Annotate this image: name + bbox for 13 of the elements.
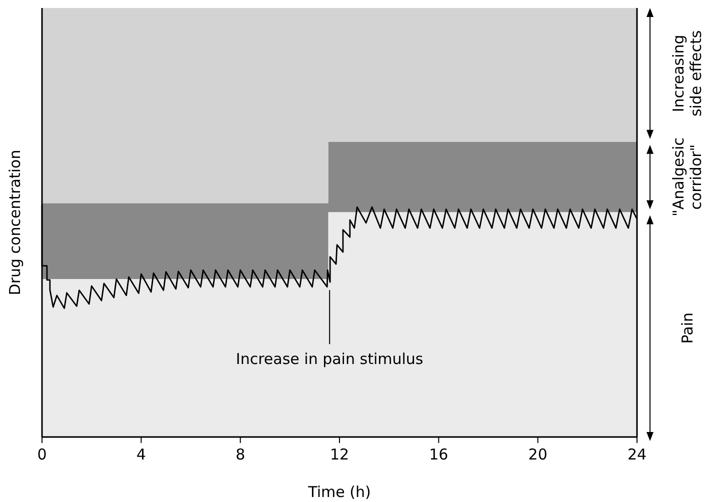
x-tick-label: 8 xyxy=(236,446,246,464)
x-tick-label: 12 xyxy=(330,446,350,464)
text: Pain xyxy=(678,312,696,344)
y-axis-title: Drug concentration xyxy=(6,150,24,296)
x-tick-label: 24 xyxy=(627,446,647,464)
x-tick-label: 4 xyxy=(136,446,146,464)
x-axis-title: Time (h) xyxy=(307,483,371,501)
x-tick-label: 20 xyxy=(528,446,548,464)
annotation: Increase in pain stimulus xyxy=(236,350,424,368)
x-tick-label: 0 xyxy=(37,446,47,464)
x-tick-label: 16 xyxy=(429,446,448,464)
text: "Analgesic corridor" xyxy=(670,138,705,217)
text: Increasing side effects xyxy=(670,30,705,117)
